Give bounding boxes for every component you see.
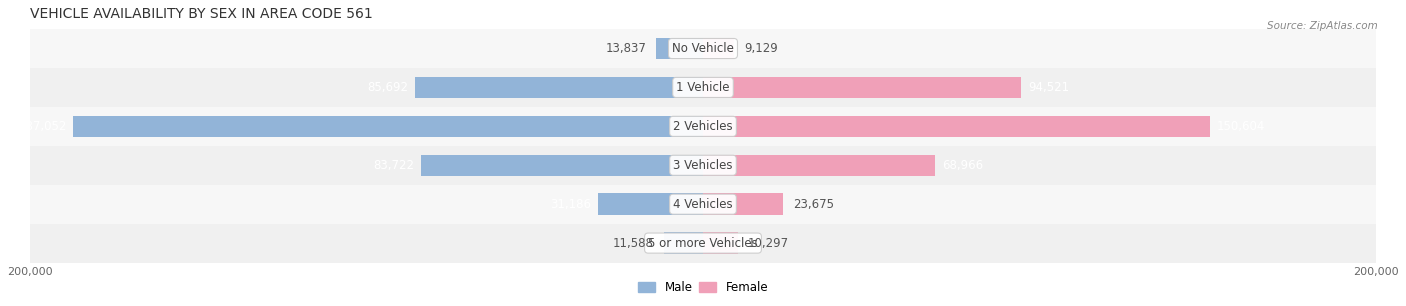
Text: 68,966: 68,966: [942, 159, 983, 172]
Bar: [415, 77, 703, 98]
Bar: [422, 155, 703, 176]
Bar: [30, 29, 1376, 68]
Text: 4 Vehicles: 4 Vehicles: [673, 198, 733, 211]
Legend: Male, Female: Male, Female: [633, 276, 773, 299]
Bar: [703, 38, 734, 59]
Text: 85,692: 85,692: [367, 81, 408, 94]
Bar: [703, 116, 1211, 137]
Bar: [73, 116, 703, 137]
Text: 1 Vehicle: 1 Vehicle: [676, 81, 730, 94]
Text: 11,588: 11,588: [613, 237, 654, 250]
Text: 31,186: 31,186: [550, 198, 592, 211]
Text: 83,722: 83,722: [374, 159, 415, 172]
Bar: [703, 155, 935, 176]
Text: 23,675: 23,675: [793, 198, 834, 211]
Text: VEHICLE AVAILABILITY BY SEX IN AREA CODE 561: VEHICLE AVAILABILITY BY SEX IN AREA CODE…: [30, 7, 373, 21]
Bar: [598, 193, 703, 215]
Bar: [30, 68, 1376, 107]
Text: 9,129: 9,129: [744, 42, 778, 55]
Text: 5 or more Vehicles: 5 or more Vehicles: [648, 237, 758, 250]
Bar: [30, 107, 1376, 146]
Bar: [664, 232, 703, 254]
Text: 150,604: 150,604: [1216, 120, 1265, 133]
Text: 10,297: 10,297: [748, 237, 789, 250]
Text: 187,052: 187,052: [18, 120, 66, 133]
Bar: [703, 193, 783, 215]
Text: 94,521: 94,521: [1028, 81, 1069, 94]
Bar: [703, 77, 1021, 98]
Bar: [30, 224, 1376, 263]
Text: 2 Vehicles: 2 Vehicles: [673, 120, 733, 133]
Bar: [657, 38, 703, 59]
Bar: [30, 146, 1376, 185]
Text: No Vehicle: No Vehicle: [672, 42, 734, 55]
Text: 3 Vehicles: 3 Vehicles: [673, 159, 733, 172]
Bar: [703, 232, 738, 254]
Text: 13,837: 13,837: [606, 42, 647, 55]
Text: Source: ZipAtlas.com: Source: ZipAtlas.com: [1267, 21, 1378, 32]
Bar: [30, 185, 1376, 224]
